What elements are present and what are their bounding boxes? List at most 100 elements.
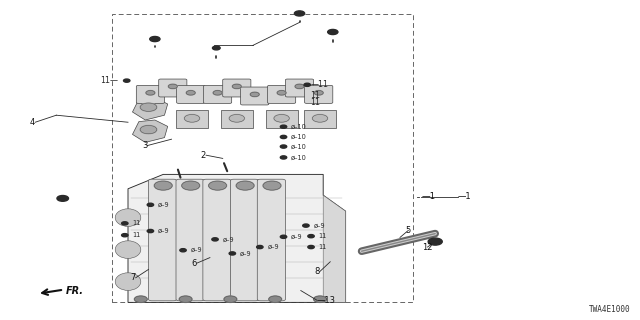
Text: 11: 11 [319, 244, 327, 250]
Circle shape [154, 181, 172, 190]
Text: —1: —1 [458, 192, 471, 201]
Text: 5: 5 [406, 226, 411, 235]
Circle shape [308, 235, 314, 238]
Circle shape [212, 238, 218, 241]
Circle shape [232, 84, 241, 89]
Circle shape [250, 92, 259, 97]
Text: 3: 3 [142, 141, 147, 150]
Circle shape [314, 91, 323, 95]
Text: 11: 11 [132, 232, 141, 238]
FancyBboxPatch shape [176, 179, 204, 301]
FancyBboxPatch shape [148, 179, 177, 301]
FancyBboxPatch shape [176, 110, 208, 128]
Circle shape [295, 84, 304, 89]
Text: —1: —1 [421, 192, 435, 201]
Text: 6: 6 [192, 259, 197, 268]
Circle shape [147, 203, 154, 206]
Circle shape [184, 115, 200, 122]
FancyBboxPatch shape [159, 79, 187, 97]
FancyBboxPatch shape [136, 85, 164, 103]
Circle shape [213, 91, 222, 95]
Text: TWA4E1000: TWA4E1000 [589, 305, 630, 314]
FancyBboxPatch shape [266, 110, 298, 128]
Circle shape [257, 245, 263, 249]
Circle shape [277, 91, 286, 95]
Circle shape [294, 11, 305, 16]
Text: 11: 11 [132, 220, 141, 226]
Circle shape [308, 245, 314, 249]
Circle shape [57, 196, 68, 201]
Circle shape [280, 145, 287, 148]
Circle shape [140, 103, 157, 111]
Circle shape [224, 296, 237, 302]
Ellipse shape [115, 241, 141, 259]
Text: ø–9: ø–9 [191, 247, 202, 253]
Circle shape [280, 235, 287, 238]
Circle shape [150, 36, 160, 42]
Text: 2: 2 [201, 151, 206, 160]
Text: ø–10: ø–10 [291, 144, 307, 149]
Text: ø–10: ø–10 [291, 134, 307, 140]
Circle shape [212, 46, 220, 50]
Text: ø–9: ø–9 [158, 202, 170, 208]
Polygon shape [323, 195, 346, 302]
Circle shape [274, 115, 289, 122]
Circle shape [147, 229, 154, 233]
Text: 4: 4 [30, 118, 35, 127]
Bar [112, 14, 413, 302]
Text: 7: 7 [131, 273, 136, 282]
Circle shape [229, 252, 236, 255]
Text: 11: 11 [310, 98, 321, 107]
Ellipse shape [115, 209, 141, 227]
Circle shape [263, 181, 281, 190]
Circle shape [328, 29, 338, 35]
Text: ø–9: ø–9 [268, 244, 279, 250]
Polygon shape [132, 120, 168, 142]
Circle shape [124, 79, 130, 82]
FancyBboxPatch shape [257, 179, 285, 301]
FancyBboxPatch shape [241, 87, 269, 105]
Circle shape [122, 234, 128, 237]
Text: 11: 11 [319, 233, 327, 239]
FancyBboxPatch shape [230, 179, 259, 301]
Circle shape [236, 181, 254, 190]
FancyBboxPatch shape [268, 85, 296, 103]
Circle shape [280, 156, 287, 159]
Ellipse shape [115, 273, 141, 291]
Text: ø–10: ø–10 [291, 155, 307, 160]
FancyBboxPatch shape [177, 85, 205, 103]
Circle shape [280, 135, 287, 139]
FancyBboxPatch shape [223, 79, 251, 97]
Circle shape [134, 296, 147, 302]
Text: ø–9: ø–9 [240, 251, 252, 256]
FancyBboxPatch shape [203, 179, 231, 301]
Polygon shape [128, 174, 346, 302]
Circle shape [180, 249, 186, 252]
Text: ø–9: ø–9 [291, 234, 303, 240]
Text: ø–9: ø–9 [223, 236, 234, 242]
Circle shape [280, 125, 287, 128]
Text: —11: —11 [310, 80, 328, 89]
FancyBboxPatch shape [305, 85, 333, 103]
Text: ø–9: ø–9 [158, 228, 170, 234]
Circle shape [229, 115, 244, 122]
Text: 11—: 11— [100, 76, 118, 85]
Circle shape [186, 91, 195, 95]
Text: —13: —13 [317, 296, 336, 305]
FancyBboxPatch shape [204, 85, 232, 103]
Circle shape [304, 83, 310, 86]
FancyBboxPatch shape [285, 79, 314, 97]
Text: ø–9: ø–9 [314, 223, 325, 228]
Circle shape [122, 222, 128, 225]
Circle shape [428, 238, 442, 245]
Text: 8: 8 [315, 267, 320, 276]
Circle shape [303, 224, 309, 227]
Circle shape [209, 181, 227, 190]
Circle shape [168, 84, 177, 89]
Circle shape [314, 296, 326, 302]
Circle shape [140, 125, 157, 134]
Text: ø–10: ø–10 [291, 124, 307, 130]
Circle shape [146, 91, 155, 95]
Text: 11: 11 [310, 92, 321, 100]
Circle shape [269, 296, 282, 302]
